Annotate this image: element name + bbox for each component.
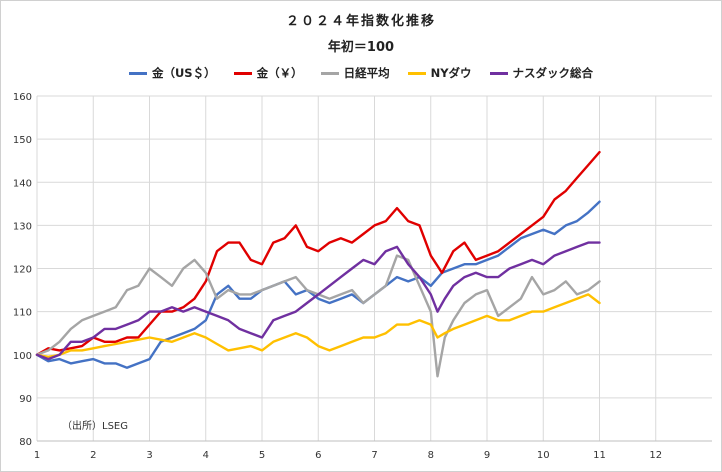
- legend-swatch: [489, 71, 508, 75]
- chart-subtitle: 年初＝100: [327, 40, 395, 55]
- legend-item: ナスダック総合: [489, 65, 594, 81]
- y-tick-label: 140: [13, 178, 32, 189]
- series-line: [35, 254, 601, 378]
- x-tick-label: 10: [537, 450, 550, 461]
- legend-item: 日経平均: [320, 65, 390, 81]
- x-tick-label: 11: [593, 450, 606, 461]
- legend-swatch: [233, 71, 252, 75]
- y-tick-label: 160: [13, 92, 32, 103]
- legend-label: NYダウ: [430, 66, 472, 80]
- y-tick-label: 130: [13, 221, 32, 232]
- chart-title: ２０２４年指数化推移: [285, 14, 436, 29]
- legend-swatch: [320, 71, 339, 75]
- series-line: [35, 150, 601, 356]
- legend-swatch: [407, 71, 426, 75]
- y-tick-label: 80: [19, 437, 32, 448]
- legend-label: ナスダック総合: [512, 66, 594, 80]
- x-tick-label: 2: [90, 450, 96, 461]
- y-tick-label: 120: [13, 265, 32, 276]
- x-tick-label: 4: [203, 450, 209, 461]
- legend-label: 金（￥）: [256, 66, 303, 80]
- series-line: [35, 241, 601, 361]
- chart-legend: 金（US＄） 金（￥） 日経平均 NYダウ ナスダック総合: [0, 65, 722, 81]
- series-line: [35, 293, 601, 359]
- legend-item: 金（US＄）: [128, 65, 216, 81]
- x-tick-label: 6: [315, 450, 321, 461]
- legend-item: 金（￥）: [233, 65, 303, 81]
- x-tick-label: 3: [146, 450, 152, 461]
- x-tick-label: 12: [649, 450, 662, 461]
- y-tick-label: 90: [19, 394, 32, 405]
- legend-swatch: [128, 71, 147, 75]
- x-tick-label: 1: [34, 450, 40, 461]
- x-tick-label: 8: [428, 450, 434, 461]
- legend-label: 金（US＄）: [151, 66, 216, 80]
- series-line: [35, 200, 601, 369]
- x-tick-label: 9: [484, 450, 490, 461]
- x-tick-label: 7: [371, 450, 377, 461]
- legend-label: 日経平均: [343, 66, 390, 80]
- source-note: （出所）LSEG: [62, 421, 128, 432]
- y-tick-label: 110: [13, 308, 32, 319]
- legend-item: NYダウ: [407, 65, 472, 81]
- y-tick-label: 100: [13, 351, 32, 362]
- x-tick-label: 5: [259, 450, 265, 461]
- y-tick-label: 150: [13, 135, 32, 146]
